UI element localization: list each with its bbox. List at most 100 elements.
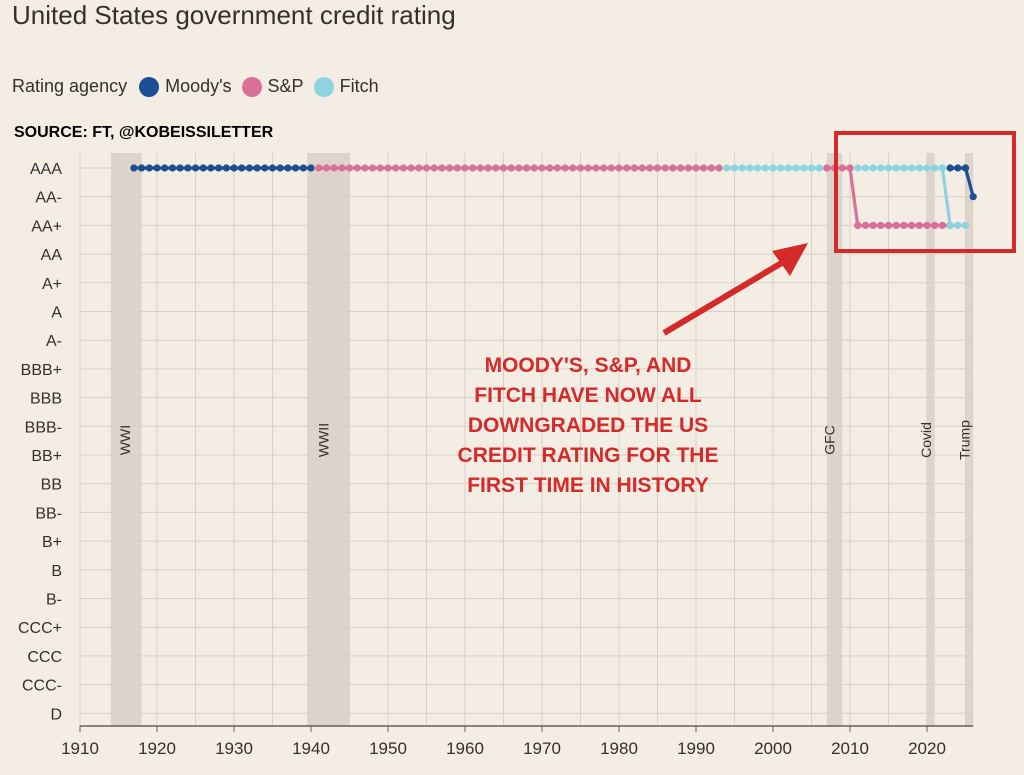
series-point <box>900 164 908 172</box>
series-point <box>569 164 577 172</box>
x-tick-label: 1950 <box>369 739 407 758</box>
y-tick-label: BB <box>41 477 62 494</box>
x-tick-label: 1960 <box>446 739 484 758</box>
x-tick-label: 1940 <box>292 739 330 758</box>
series-point <box>946 221 954 229</box>
series-point <box>923 221 931 229</box>
series-point <box>807 164 816 172</box>
series-point <box>730 164 739 172</box>
period-label-trump: Trump <box>956 420 972 460</box>
series-point <box>484 164 492 172</box>
period-label-wwi: WWI <box>117 425 133 455</box>
series-point <box>961 164 970 172</box>
series-point <box>469 164 477 172</box>
series-point <box>315 164 323 172</box>
source-note: SOURCE: FT, @KOBEISSILETTER <box>14 124 274 141</box>
annotation-arrow-shaft <box>662 255 792 336</box>
y-tick-label: A- <box>46 333 62 350</box>
series-point <box>284 164 292 172</box>
series-point <box>923 164 931 172</box>
series-point <box>915 221 923 229</box>
series-point <box>376 164 384 172</box>
series-point <box>646 164 654 172</box>
shade-wwi <box>110 153 142 726</box>
y-tick-label: BBB+ <box>21 362 62 379</box>
series-point <box>869 221 877 229</box>
series-point <box>784 164 793 172</box>
series-point <box>600 164 608 172</box>
legend-label-fitch: Fitch <box>339 76 379 96</box>
shade-wwii <box>307 153 350 726</box>
legend-label-moodys: Moody's <box>165 76 232 96</box>
series-point <box>499 164 508 172</box>
series-point <box>576 164 585 172</box>
series-point <box>915 164 923 172</box>
series-point <box>299 164 307 172</box>
y-tick-label: AA- <box>35 190 62 207</box>
legend-item-fitch: Fitch <box>313 76 379 97</box>
series-point <box>638 164 646 172</box>
series-point <box>507 164 515 172</box>
series-point <box>345 164 354 172</box>
series-point <box>954 221 962 229</box>
period-label-gfc: GFC <box>822 425 838 455</box>
series-point <box>846 164 854 172</box>
legend-swatch-sp <box>241 76 262 97</box>
series-point <box>176 164 184 172</box>
series-point <box>261 164 269 172</box>
legend: Rating agency Moody's S&P Fitch <box>12 76 389 97</box>
series-point <box>392 164 400 172</box>
series-point <box>969 193 977 201</box>
series-point <box>430 164 438 172</box>
series-point <box>161 164 169 172</box>
legend-label-sp: S&P <box>267 76 304 96</box>
series-point <box>145 164 153 172</box>
y-tick-label: AA <box>41 247 63 264</box>
series-point <box>815 164 823 172</box>
series-point <box>238 164 246 172</box>
series-point <box>530 164 538 172</box>
series-point <box>307 164 315 172</box>
legend-swatch-moodys <box>139 76 160 97</box>
series-point <box>892 221 900 229</box>
series-point <box>861 164 870 172</box>
series-point <box>515 164 523 172</box>
series-point <box>738 164 746 172</box>
y-tick-label: BB+ <box>31 448 62 465</box>
series-point <box>838 164 846 172</box>
y-tick-label: B <box>51 563 62 580</box>
legend-item-moodys: Moody's <box>139 76 232 97</box>
series-point <box>861 221 870 229</box>
legend-swatch-fitch <box>313 76 334 97</box>
legend-item-sp: S&P <box>241 76 304 97</box>
series-point <box>823 164 831 172</box>
y-tick-label: CCC <box>27 649 62 666</box>
series-point <box>292 164 300 172</box>
x-tick-label: 2020 <box>908 739 946 758</box>
period-label-wwii: WWII <box>315 423 331 457</box>
series-point <box>615 164 623 172</box>
series-point <box>700 164 708 172</box>
series-point <box>492 164 500 172</box>
series-point <box>330 164 338 172</box>
series-point <box>207 164 215 172</box>
series-point <box>908 221 916 229</box>
series-point <box>191 164 200 172</box>
y-tick-label: BBB- <box>25 419 62 436</box>
series-point <box>623 164 631 172</box>
x-tick-label: 1930 <box>215 739 253 758</box>
series-point <box>322 164 330 172</box>
series-point <box>353 164 361 172</box>
series-point <box>661 164 669 172</box>
series-point <box>869 164 877 172</box>
series-point <box>931 164 939 172</box>
series-point <box>769 164 777 172</box>
x-tick-label: 1980 <box>600 739 638 758</box>
series-point <box>199 164 207 172</box>
y-tick-label: CCC- <box>22 678 62 695</box>
x-tick-label: 1990 <box>677 739 715 758</box>
series-point <box>800 164 808 172</box>
series-point <box>607 164 615 172</box>
y-tick-label: BBB <box>30 391 62 408</box>
